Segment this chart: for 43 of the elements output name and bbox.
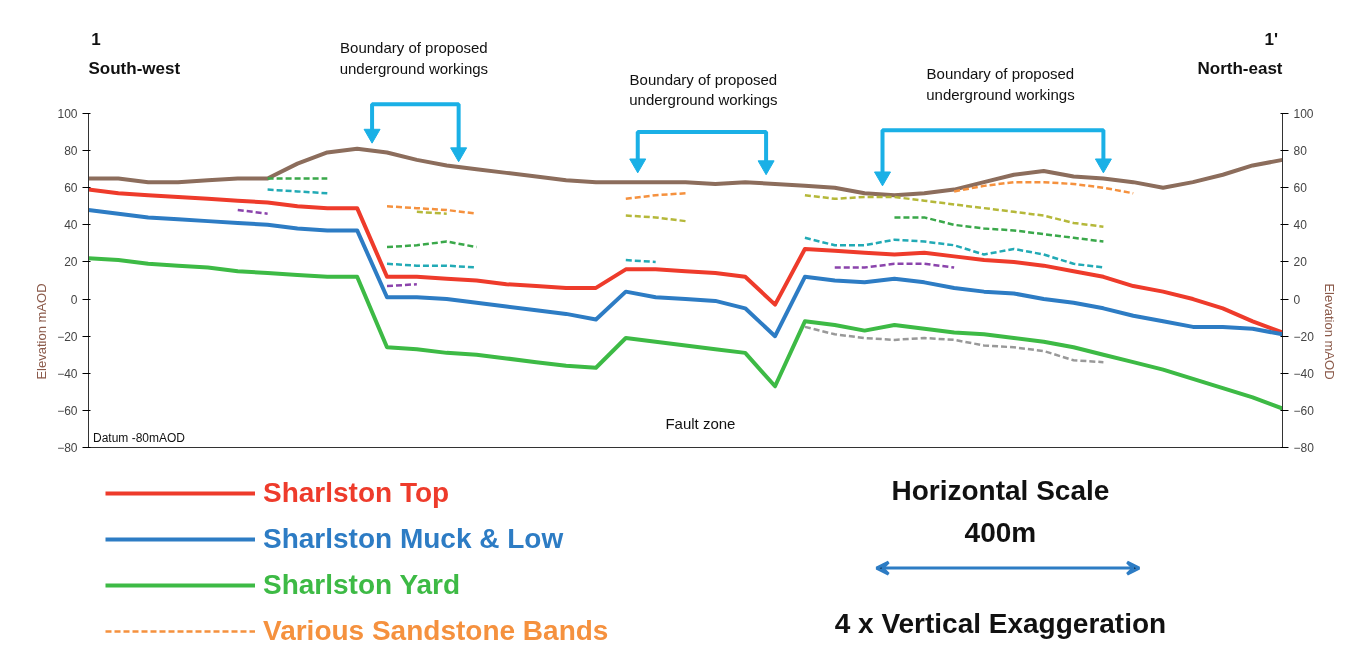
y-tick-label: 40 bbox=[64, 218, 78, 233]
text: North-east bbox=[1197, 59, 1283, 79]
text: 4 x Vertical Exaggeration bbox=[834, 608, 1167, 640]
y2-tick-label: −20 bbox=[1293, 329, 1315, 344]
y2-tick-label: −40 bbox=[1293, 366, 1315, 381]
text: Boundary of proposed underground workings bbox=[629, 70, 778, 109]
y-tick-label: 60 bbox=[64, 181, 78, 196]
annotation: Datum -80mAOD bbox=[92, 431, 186, 446]
y2-tick-label: 0 bbox=[1293, 292, 1301, 307]
y-tick-label: −80 bbox=[57, 441, 78, 455]
text: Sharlston Muck & Low bbox=[263, 522, 564, 556]
text: South-west bbox=[88, 59, 181, 79]
text: Sharlston Yard bbox=[263, 568, 461, 602]
line-series bbox=[88, 146, 1283, 198]
y2-tick-label: −60 bbox=[1293, 403, 1315, 418]
y2-tick-label: 100 bbox=[1293, 107, 1314, 121]
y-tick-label: 20 bbox=[64, 255, 78, 270]
line-series bbox=[803, 325, 1105, 364]
line-series bbox=[88, 207, 1283, 339]
line-series bbox=[88, 187, 1283, 335]
text: Horizontal Scale bbox=[891, 474, 1110, 506]
y2-tick-label: 80 bbox=[1293, 144, 1308, 159]
y-tick-label: 80 bbox=[64, 144, 78, 159]
text: 400m bbox=[964, 517, 1037, 549]
text: Various Sandstone Bands bbox=[263, 614, 609, 648]
y2-tick-label: −80 bbox=[1293, 441, 1315, 455]
y2-axis-title: Elevation mAOD bbox=[1321, 283, 1337, 380]
y-tick-label: 0 bbox=[70, 292, 78, 307]
y2-tick-label: 40 bbox=[1293, 218, 1308, 233]
y-tick-label: −20 bbox=[57, 329, 78, 344]
text: Sharlston Top bbox=[263, 476, 450, 510]
annotation: Fault zone bbox=[665, 414, 736, 432]
y-tick-label: −40 bbox=[57, 366, 78, 381]
y-tick-label: 100 bbox=[57, 107, 78, 121]
y2-tick-label: 60 bbox=[1293, 181, 1308, 196]
text: Boundary of proposed underground workings bbox=[339, 39, 489, 77]
y-tick-label: −60 bbox=[57, 403, 78, 418]
text: 1 bbox=[91, 30, 101, 50]
y-axis-title: Elevation mAOD bbox=[34, 283, 50, 380]
text: Boundary of proposed underground workings bbox=[926, 65, 1075, 103]
text: 1' bbox=[1264, 29, 1279, 49]
line-series bbox=[88, 256, 1283, 411]
y2-tick-label: 20 bbox=[1293, 255, 1308, 270]
